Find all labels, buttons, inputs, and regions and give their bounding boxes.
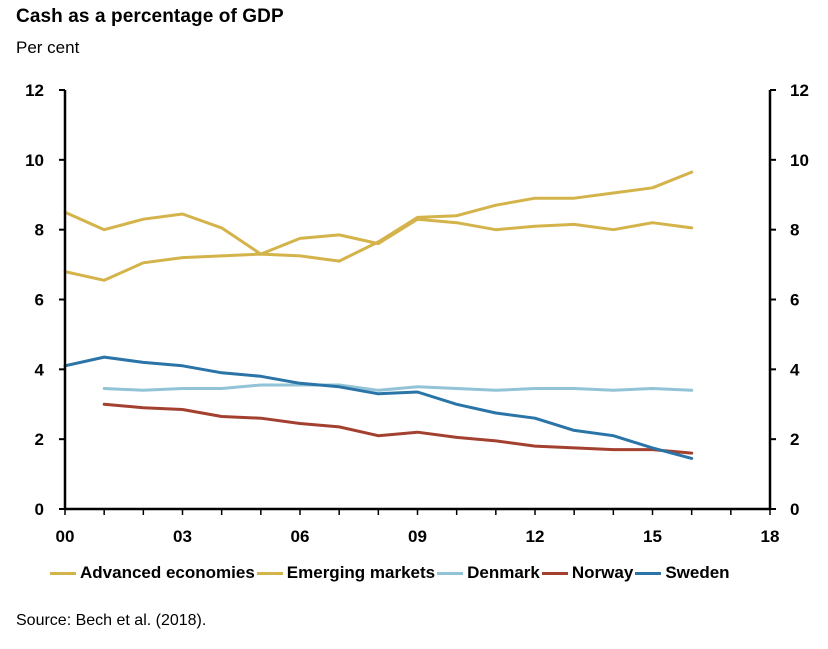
y-tick-label-left: 2	[35, 430, 44, 449]
series-line-emerging-markets	[63, 210, 694, 256]
y-tick-label-left: 6	[35, 291, 44, 310]
y-tick-label-left: 4	[35, 360, 45, 379]
source-note: Source: Bech et al. (2018).	[16, 612, 207, 629]
x-tick-label: 00	[56, 527, 75, 546]
y-tick-label-right: 8	[790, 221, 799, 240]
legend-item-norway: Norway	[541, 563, 634, 583]
y-tick-label-right: 0	[790, 500, 799, 519]
legend: Advanced economies Emerging markets Denmar…	[50, 563, 732, 583]
legend-swatch	[541, 571, 568, 575]
legend-item-sweden: Sweden	[635, 563, 730, 583]
legend-item-advanced-economies: Advanced economies	[50, 563, 255, 583]
y-tick-label-right: 12	[790, 81, 809, 100]
legend-label: Denmark	[467, 563, 540, 582]
legend-swatch	[635, 571, 662, 575]
chart-subtitle: Per cent	[16, 38, 80, 57]
y-tick-label-right: 4	[790, 360, 800, 379]
y-tick-label-left: 0	[35, 500, 44, 519]
x-tick-label: 18	[761, 527, 780, 546]
series-line-norway	[102, 402, 694, 455]
legend-swatch	[50, 571, 76, 575]
x-tick-label: 06	[291, 527, 310, 546]
legend-label: Sweden	[665, 563, 730, 582]
y-tick-label-right: 6	[790, 291, 799, 310]
legend-label: Norway	[571, 563, 634, 582]
y-tick-label-left: 12	[25, 81, 44, 100]
y-tick-label-left: 10	[25, 151, 44, 170]
legend-item-emerging-markets: Emerging markets	[256, 563, 436, 583]
legend-label: Emerging markets	[286, 563, 436, 582]
legend-swatch	[256, 571, 283, 575]
y-tick-label-left: 8	[35, 221, 44, 240]
series-line-denmark	[102, 383, 694, 392]
x-tick-label: 03	[173, 527, 192, 546]
series-line-sweden	[63, 355, 694, 460]
legend-swatch	[437, 571, 464, 575]
legend-label: Advanced economies	[80, 563, 255, 582]
series-layer	[63, 170, 694, 460]
y-tick-label-right: 2	[790, 430, 799, 449]
legend-item-denmark: Denmark	[437, 563, 540, 583]
chart-title: Cash as a percentage of GDP	[16, 6, 284, 27]
x-tick-label: 09	[408, 527, 427, 546]
x-tick-label: 12	[526, 527, 545, 546]
y-tick-label-right: 10	[790, 151, 809, 170]
x-tick-label: 15	[643, 527, 662, 546]
